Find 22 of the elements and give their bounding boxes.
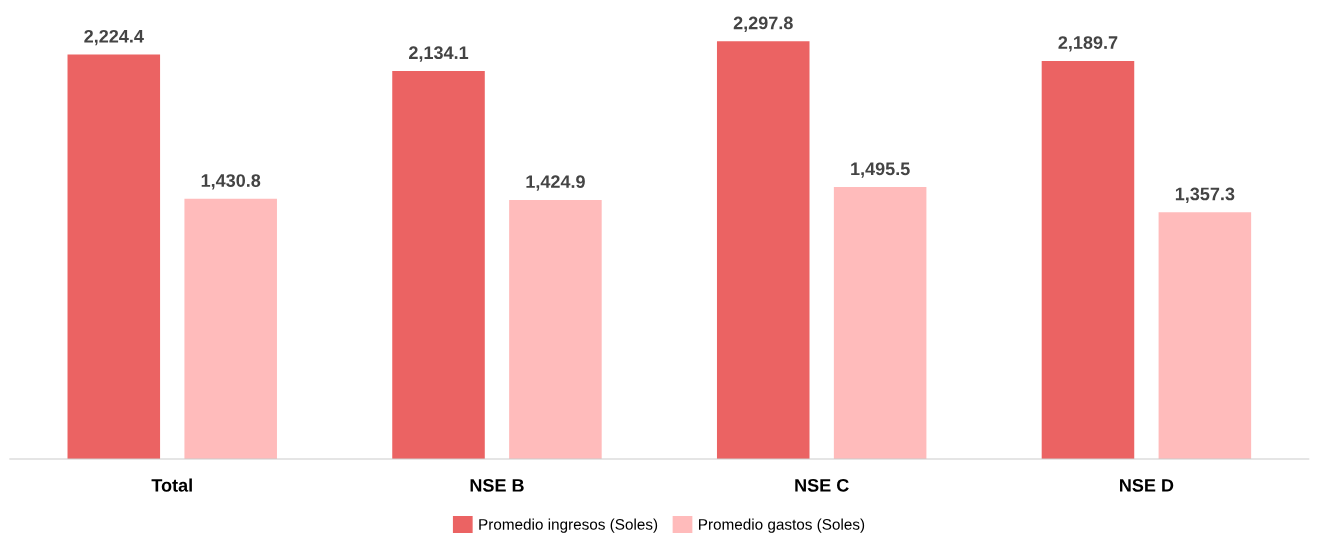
bar — [392, 70, 485, 460]
x-tick-label: NSE D — [1120, 478, 1174, 492]
bar — [184, 198, 277, 460]
bar — [1041, 60, 1135, 460]
x-tick-label: Total — [151, 478, 192, 492]
data-label: 1,495.5 — [851, 162, 910, 178]
bar — [833, 187, 927, 460]
bar — [716, 41, 810, 460]
legend-label: Promedio gastos (Soles) — [699, 518, 865, 533]
data-label: 1,357.3 — [1175, 187, 1235, 203]
data-label: 1,424.9 — [526, 175, 585, 191]
x-tick-label: NSE B — [470, 478, 524, 492]
bar — [509, 199, 602, 460]
data-label: 1,430.8 — [201, 174, 261, 190]
data-label: 2,189.7 — [1058, 36, 1118, 52]
legend-label: Promedio ingresos (Soles) — [479, 518, 658, 533]
data-label: 2,297.8 — [733, 16, 793, 32]
x-tick-label: NSE C — [795, 478, 849, 492]
bar — [1158, 212, 1252, 460]
data-label: 2,134.1 — [409, 46, 469, 62]
bar — [67, 54, 161, 460]
data-label: 2,224.4 — [84, 29, 144, 46]
